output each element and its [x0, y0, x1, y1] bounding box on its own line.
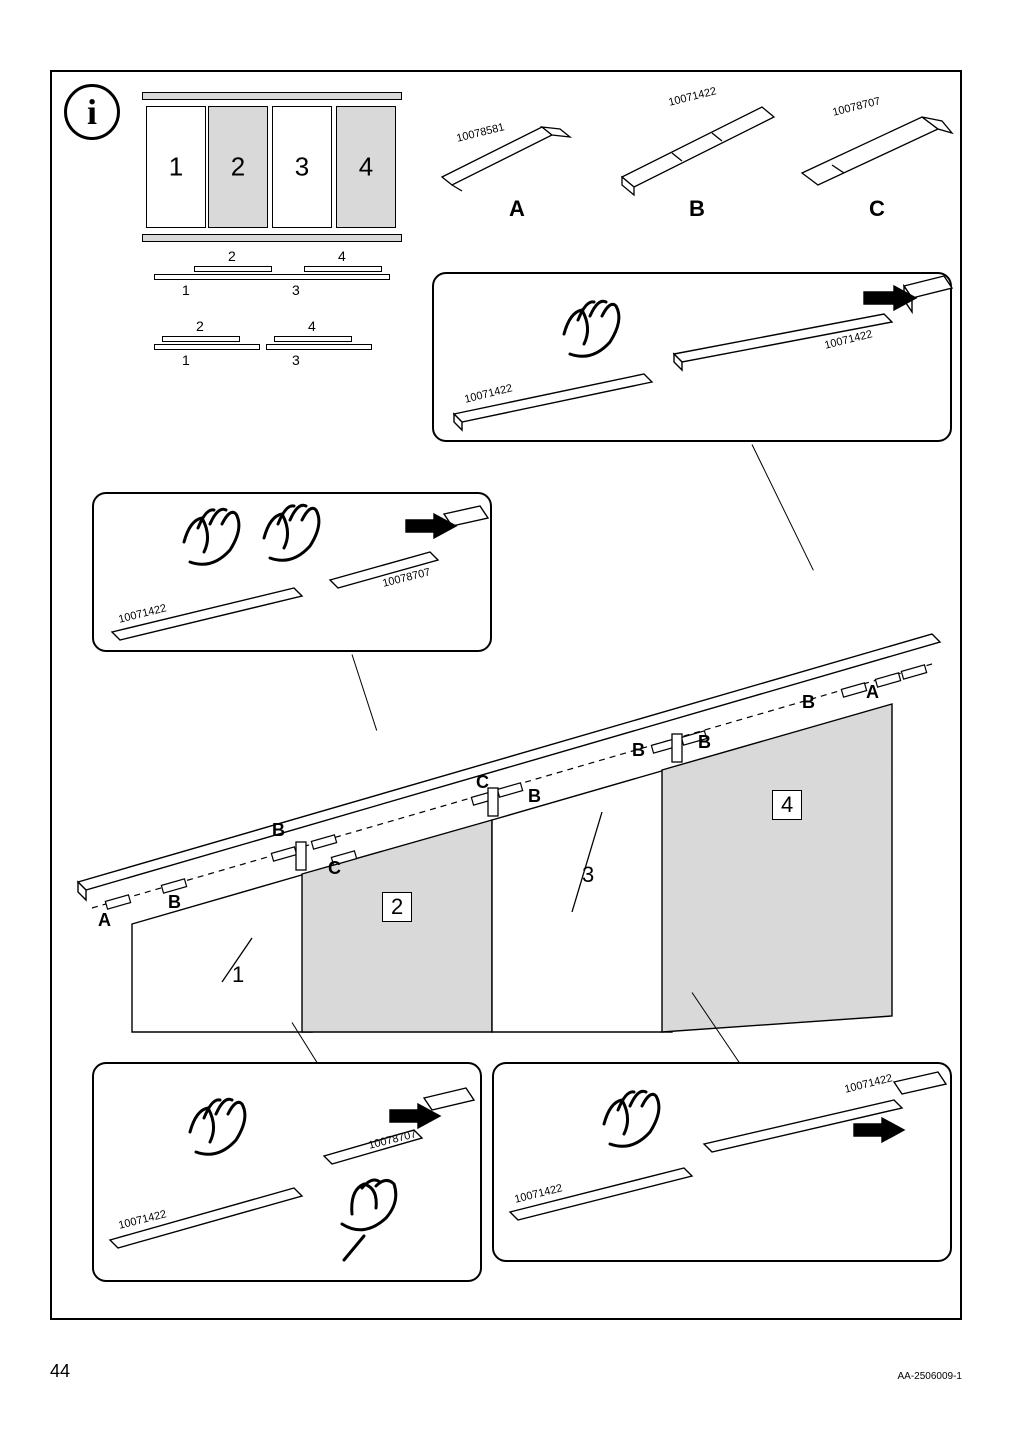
part-c-letter: C — [869, 196, 885, 222]
inset-bottom-left: 10071422 10078707 — [92, 1062, 482, 1282]
door-3-label: 3 — [295, 152, 309, 183]
inset-bl-svg — [94, 1064, 484, 1284]
document-id: AA-2506009-1 — [898, 1371, 963, 1382]
door-1: 1 — [146, 106, 206, 228]
top-rail — [142, 92, 402, 100]
parts-legend: 10078581 A 10071422 B — [432, 87, 952, 247]
panel-4-label: 4 — [772, 790, 802, 820]
info-icon: i — [64, 84, 120, 140]
tag-B-right: B — [802, 692, 815, 713]
part-a-letter: A — [509, 196, 525, 222]
door-3: 3 — [272, 106, 332, 228]
panel-2-label: 2 — [382, 892, 412, 922]
door-4: 4 — [336, 106, 396, 228]
panel-3-label: 3 — [582, 862, 594, 888]
leader-line-1 — [752, 444, 814, 570]
door-2-label: 2 — [231, 152, 245, 183]
door-config-diagram: 1 2 3 4 — [142, 92, 402, 242]
track-section-1: 2 4 1 3 — [152, 260, 392, 292]
tag-C-mid: C — [476, 772, 489, 793]
inset-bb-svg — [434, 274, 954, 444]
track-label-3: 3 — [292, 282, 300, 298]
part-a-icon — [432, 87, 602, 207]
tag-A-left: A — [98, 910, 111, 931]
part-b-icon — [612, 87, 782, 207]
inset-br-svg — [494, 1064, 954, 1264]
track-section-2: 2 4 1 3 — [152, 330, 392, 362]
track-label-4: 4 — [338, 248, 346, 264]
tag-B-midR-b: B — [698, 732, 711, 753]
track-label-2b: 2 — [196, 318, 204, 334]
tag-A-right: A — [866, 682, 879, 703]
tag-B-pair: B — [272, 820, 285, 841]
panel-1-label: 1 — [232, 962, 244, 988]
part-b-letter: B — [689, 196, 705, 222]
track-label-1: 1 — [182, 282, 190, 298]
track-label-4b: 4 — [308, 318, 316, 334]
bottom-rail — [142, 234, 402, 242]
part-b: 10071422 B — [612, 87, 782, 217]
wardrobe-svg — [72, 602, 942, 1032]
tag-C-pair: C — [328, 858, 341, 879]
part-a: 10078581 A — [432, 87, 602, 217]
track-label-1b: 1 — [182, 352, 190, 368]
door-2: 2 — [208, 106, 268, 228]
tag-B-left: B — [168, 892, 181, 913]
inset-bottom-right: 10071422 10071422 — [492, 1062, 952, 1262]
track-label-3b: 3 — [292, 352, 300, 368]
part-c: 10078707 C — [792, 87, 962, 217]
door-1-label: 1 — [169, 152, 183, 183]
tag-B-mid: B — [528, 786, 541, 807]
page-number: 44 — [50, 1361, 70, 1382]
track-label-2: 2 — [228, 248, 236, 264]
instruction-page: i 1 2 3 4 2 4 1 3 2 4 1 3 — [50, 70, 962, 1320]
inset-rail-connect-bb: 10071422 10071422 — [432, 272, 952, 442]
door-4-label: 4 — [359, 152, 373, 183]
wardrobe-perspective: A B B C B C B B B A 1 2 3 4 — [72, 602, 942, 1032]
tag-B-midR-a: B — [632, 740, 645, 761]
